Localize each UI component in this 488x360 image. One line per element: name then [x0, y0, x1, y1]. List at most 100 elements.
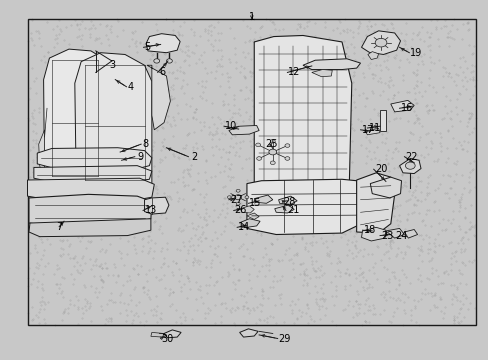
Point	[147, 49, 155, 55]
Point	[152, 312, 160, 318]
Point	[368, 176, 376, 181]
Point	[42, 111, 50, 116]
Point	[364, 319, 372, 325]
Point	[291, 192, 299, 198]
Point	[288, 310, 296, 316]
Point	[43, 135, 51, 141]
Point	[81, 207, 89, 212]
Point	[242, 190, 250, 196]
Point	[60, 237, 67, 243]
Point	[240, 39, 248, 45]
Point	[242, 246, 250, 252]
Point	[382, 156, 389, 162]
Point	[307, 54, 315, 60]
Point	[295, 115, 303, 121]
Point	[196, 287, 204, 293]
Point	[211, 68, 219, 74]
Point	[181, 318, 188, 323]
Point	[439, 310, 447, 316]
Point	[246, 113, 254, 119]
Point	[423, 151, 431, 157]
Point	[279, 76, 287, 82]
Point	[280, 251, 288, 257]
Point	[97, 261, 104, 266]
Point	[317, 75, 325, 80]
Point	[201, 65, 209, 71]
Point	[331, 217, 339, 223]
Point	[365, 213, 373, 219]
Point	[289, 184, 297, 190]
Point	[163, 247, 171, 252]
Point	[465, 174, 472, 180]
Point	[318, 130, 325, 135]
Point	[427, 141, 435, 147]
Point	[289, 173, 297, 179]
Polygon shape	[147, 65, 170, 130]
Point	[368, 123, 376, 129]
Point	[145, 294, 153, 300]
Point	[97, 40, 105, 46]
Point	[282, 71, 289, 77]
Point	[152, 309, 160, 314]
Point	[262, 262, 270, 268]
Point	[203, 221, 210, 227]
Point	[84, 26, 92, 32]
Point	[121, 186, 129, 192]
Point	[55, 175, 62, 181]
Point	[71, 163, 79, 169]
Point	[256, 145, 264, 151]
Point	[156, 315, 163, 320]
Point	[253, 274, 261, 279]
Point	[332, 293, 340, 299]
Point	[156, 156, 163, 161]
Point	[39, 282, 46, 287]
Point	[218, 274, 225, 280]
Point	[370, 28, 378, 34]
Point	[317, 264, 325, 269]
Point	[429, 240, 437, 246]
Point	[384, 215, 392, 220]
Point	[79, 169, 87, 175]
Point	[26, 148, 34, 153]
Point	[82, 307, 90, 313]
Point	[386, 319, 394, 325]
Point	[308, 77, 316, 82]
Point	[88, 106, 96, 112]
Polygon shape	[29, 194, 152, 226]
Point	[443, 271, 451, 276]
Point	[424, 234, 432, 240]
Point	[398, 72, 406, 78]
Point	[67, 271, 75, 276]
Point	[451, 104, 459, 110]
Point	[125, 98, 133, 103]
Point	[165, 69, 173, 75]
Text: 3: 3	[110, 60, 116, 70]
Point	[401, 291, 408, 297]
Point	[146, 237, 154, 243]
Point	[285, 168, 292, 174]
Point	[378, 234, 386, 239]
Point	[305, 275, 313, 281]
Point	[134, 219, 142, 225]
Point	[275, 296, 283, 301]
Point	[257, 230, 264, 235]
Point	[460, 246, 468, 252]
Point	[41, 59, 49, 65]
Point	[390, 146, 398, 152]
Point	[172, 260, 180, 265]
Point	[159, 125, 167, 131]
Point	[84, 123, 92, 129]
Point	[67, 91, 75, 97]
Point	[385, 118, 392, 123]
Point	[437, 116, 445, 122]
Point	[393, 89, 401, 95]
Point	[40, 316, 47, 322]
Point	[261, 251, 269, 257]
Point	[423, 43, 430, 49]
Point	[443, 129, 451, 134]
Point	[151, 119, 159, 125]
Point	[307, 198, 315, 203]
Point	[425, 54, 433, 59]
Point	[401, 310, 408, 316]
Point	[266, 222, 274, 228]
